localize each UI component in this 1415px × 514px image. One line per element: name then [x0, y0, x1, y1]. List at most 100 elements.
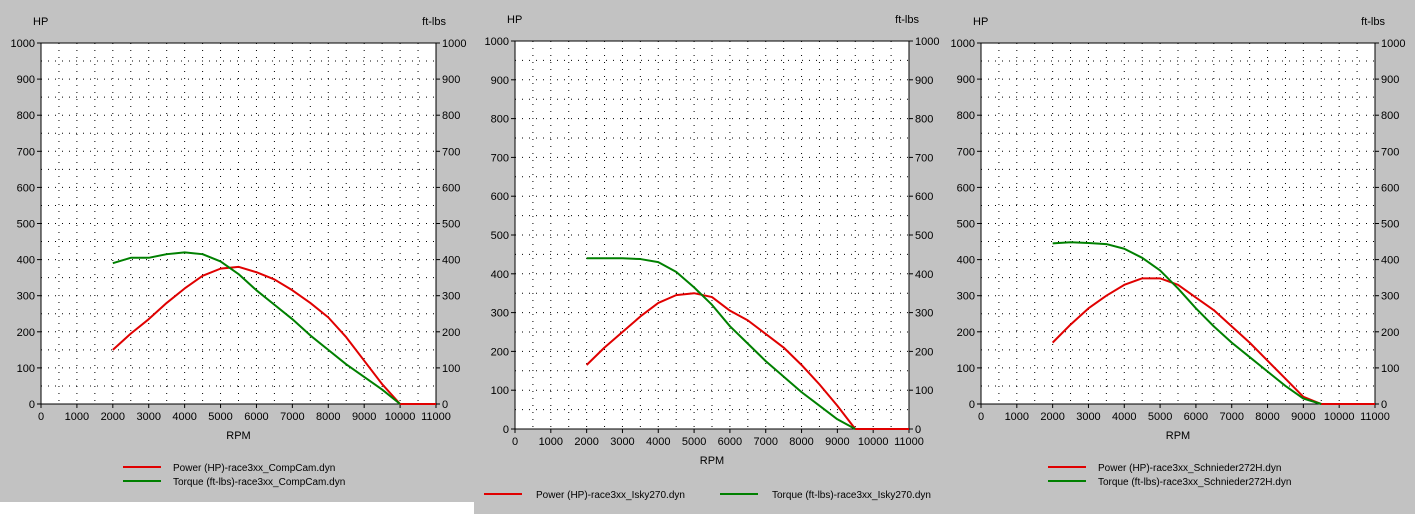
y-tick-label-left: 900: [957, 74, 975, 86]
y-axis-label-left: HP: [33, 16, 48, 28]
y-tick-label-right: 1000: [1381, 38, 1405, 50]
x-tick-label: 2000: [1040, 411, 1064, 423]
x-tick-label: 4000: [1112, 411, 1136, 423]
x-tick-label: 11000: [1360, 411, 1390, 423]
y-tick-label-left: 400: [17, 255, 35, 267]
legend-label: Power (HP)-race3xx_CompCam.dyn: [173, 463, 335, 474]
y-tick-label-left: 800: [17, 110, 35, 122]
chart-svg-compcam: 0 1000 2000 3000 4000 5000 6000 7000 8000 9000 100…: [11, 16, 467, 488]
x-tick-label: 5000: [1148, 411, 1172, 423]
y-tick-label-right: 900: [1381, 74, 1399, 86]
x-tick-label: 11000: [421, 411, 451, 423]
y-tick-label-left: 1000: [951, 38, 975, 50]
y-tick-label-right: 200: [442, 327, 460, 339]
y-tick-label-right: 700: [1381, 146, 1399, 158]
x-tick-label: 3000: [136, 411, 160, 423]
series-line-torque: [1052, 241, 1322, 405]
x-tick-label: 1000: [1005, 411, 1029, 423]
series-line-torque: [112, 251, 401, 405]
x-tick-label: 8000: [789, 436, 813, 448]
x-tick-label: 2000: [101, 411, 125, 423]
x-tick-label: 11000: [894, 436, 924, 448]
x-tick-label: 0: [38, 411, 44, 423]
y-tick-label-left: 200: [491, 346, 509, 358]
x-tick-label: 4000: [646, 436, 670, 448]
x-tick-label: 9000: [1291, 411, 1315, 423]
x-tick-label: 9000: [352, 411, 376, 423]
y-tick-label-left: 0: [29, 399, 35, 411]
y-tick-label-left: 700: [491, 152, 509, 164]
y-tick-label-right: 400: [442, 255, 460, 267]
y-tick-label-left: 100: [491, 385, 509, 397]
x-tick-label: 8000: [316, 411, 340, 423]
y-tick-label-right: 300: [442, 291, 460, 303]
legend-label: Power (HP)-race3xx_Isky270.dyn: [536, 490, 685, 501]
y-tick-label-right: 600: [442, 182, 460, 194]
x-tick-label: 2000: [574, 436, 598, 448]
y-tick-label-right: 700: [915, 152, 933, 164]
y-tick-label-left: 300: [957, 291, 975, 303]
y-axis-label-left: HP: [973, 16, 988, 28]
y-tick-label-right: 400: [1381, 255, 1399, 267]
x-tick-label: 7000: [753, 436, 777, 448]
series-line-power: [112, 265, 436, 405]
y-tick-label-left: 200: [17, 327, 35, 339]
x-tick-label: 6000: [718, 436, 742, 448]
y-tick-label-left: 900: [491, 75, 509, 87]
x-axis-label: RPM: [700, 455, 724, 467]
y-axis-label-right: ft-lbs: [422, 16, 446, 28]
x-tick-label: 1000: [65, 411, 89, 423]
y-tick-label-left: 800: [957, 110, 975, 122]
x-tick-label: 0: [512, 436, 518, 448]
y-tick-label-left: 500: [17, 219, 35, 231]
x-tick-label: 10000: [385, 411, 416, 423]
legend-label: Power (HP)-race3xx_Schnieder272H.dyn: [1098, 463, 1281, 474]
y-tick-label-right: 600: [1381, 182, 1399, 194]
y-tick-label-left: 300: [491, 308, 509, 320]
plot-area: [40, 42, 437, 405]
x-tick-label: 5000: [208, 411, 232, 423]
y-tick-label-left: 400: [491, 269, 509, 281]
y-tick-label-left: 600: [957, 182, 975, 194]
y-tick-label-left: 800: [491, 114, 509, 126]
x-tick-label: 3000: [610, 436, 634, 448]
chart-panel-schnieder: 0 1000 2000 3000 4000 5000 6000 7000 8000 9000 100…: [940, 0, 1415, 514]
y-tick-label-right: 1000: [915, 36, 939, 48]
y-tick-label-right: 300: [915, 308, 933, 320]
y-tick-label-right: 500: [915, 230, 933, 242]
y-tick-label-right: 700: [442, 146, 460, 158]
x-tick-label: 6000: [1184, 411, 1208, 423]
y-tick-label-right: 400: [915, 269, 933, 281]
x-tick-label: 0: [978, 411, 984, 423]
y-tick-label-left: 700: [17, 146, 35, 158]
chart-panel-compcam: 0 1000 2000 3000 4000 5000 6000 7000 8000 9000 100…: [0, 0, 474, 514]
legend-label: Torque (ft-lbs)-race3xx_Isky270.dyn: [772, 490, 931, 501]
y-tick-label-right: 600: [915, 191, 933, 203]
x-axis-label: RPM: [1166, 430, 1190, 442]
y-tick-label-right: 100: [1381, 363, 1399, 375]
y-tick-label-left: 500: [957, 219, 975, 231]
x-axis-label: RPM: [226, 430, 250, 442]
x-tick-label: 10000: [1324, 411, 1355, 423]
y-tick-label-left: 200: [957, 327, 975, 339]
y-tick-label-right: 800: [1381, 110, 1399, 122]
y-tick-label-right: 800: [915, 114, 933, 126]
y-tick-label-left: 0: [503, 424, 509, 436]
x-tick-label: 7000: [280, 411, 304, 423]
x-tick-label: 7000: [1219, 411, 1243, 423]
y-tick-label-right: 300: [1381, 291, 1399, 303]
y-tick-label-right: 900: [915, 75, 933, 87]
y-tick-label-right: 800: [442, 110, 460, 122]
x-tick-label: 5000: [682, 436, 706, 448]
grid: [41, 43, 436, 404]
y-tick-label-right: 200: [915, 346, 933, 358]
y-tick-label-left: 600: [17, 182, 35, 194]
y-tick-label-right: 100: [442, 363, 460, 375]
y-tick-label-left: 100: [17, 363, 35, 375]
y-tick-label-right: 0: [1381, 399, 1387, 411]
chart-svg-isky: 0 1000 2000 3000 4000 5000 6000 7000 8000 9000 100…: [484, 14, 939, 501]
x-tick-label: 3000: [1076, 411, 1100, 423]
y-tick-label-right: 0: [915, 424, 921, 436]
y-tick-label-right: 500: [442, 219, 460, 231]
y-tick-label-right: 0: [442, 399, 448, 411]
